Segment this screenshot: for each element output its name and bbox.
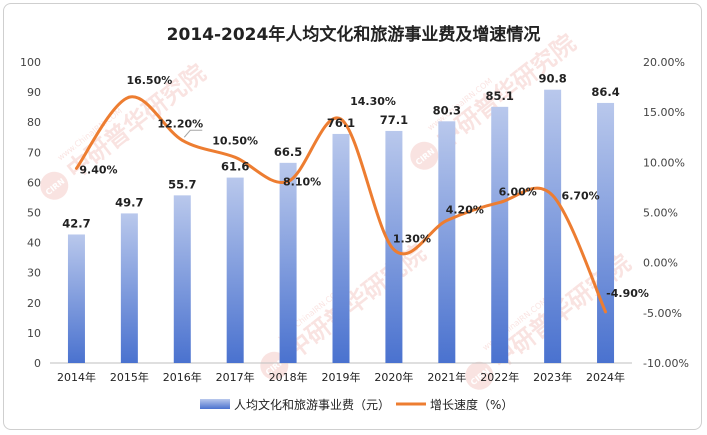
y-left-tick-label: 60: [27, 176, 41, 189]
bar: [385, 130, 403, 363]
y-left-tick-label: 0: [34, 357, 41, 370]
bar: [491, 106, 509, 363]
bar-value-label: 55.7: [168, 177, 196, 191]
growth-value-label: 1.30%: [393, 233, 431, 246]
bar: [438, 121, 456, 363]
y-left-tick-label: 90: [27, 86, 41, 99]
watermark-text: 中研普华研究院: [281, 239, 431, 364]
y-right-tick-label: 15.00%: [643, 106, 685, 119]
y-left-tick-label: 20: [27, 297, 41, 310]
y-right-tick-label: 20.00%: [643, 56, 685, 69]
watermark-logo-icon: [40, 171, 69, 200]
growth-value-label: 8.10%: [283, 175, 321, 188]
x-tick-label: 2016年: [163, 370, 202, 384]
growth-line: [74, 95, 608, 314]
bar: [120, 213, 138, 363]
y-right-tick-label: -10.00%: [643, 357, 689, 370]
x-tick-label: 2015年: [110, 370, 149, 384]
y-left-tick-label: 40: [27, 237, 41, 250]
bar-value-label: 90.8: [538, 72, 566, 86]
watermark-logo-icon: [410, 141, 439, 170]
bar: [67, 234, 85, 363]
chart-title: 2014-2024年人均文化和旅游事业费及增速情况: [167, 24, 541, 45]
bar: [226, 177, 244, 363]
x-tick-label: 2019年: [322, 370, 361, 384]
y-left-tick-label: 50: [27, 207, 41, 220]
bar-value-label: 76.1: [327, 116, 355, 130]
bar-value-label: 80.3: [433, 103, 461, 117]
x-tick-label: 2023年: [533, 370, 572, 384]
bar-value-label: 77.1: [380, 113, 408, 127]
y-right-tick-label: 10.00%: [643, 156, 685, 169]
bar: [279, 162, 297, 363]
growth-value-label: -4.90%: [606, 287, 649, 300]
chart-frame: [3, 3, 702, 430]
y-left-tick-label: 70: [27, 146, 41, 159]
legend-bar-label: 人均文化和旅游事业费（元）: [234, 397, 390, 412]
y-left-tick-label: 30: [27, 267, 41, 280]
bar: [544, 89, 562, 363]
growth-value-label: 6.00%: [499, 185, 537, 198]
bar: [173, 195, 191, 363]
x-tick-label: 2024年: [586, 370, 625, 384]
legend-bar-swatch: [200, 399, 230, 409]
bar-value-label: 61.6: [221, 160, 249, 174]
x-tick-label: 2021年: [427, 370, 466, 384]
x-tick-label: 2022年: [480, 370, 519, 384]
x-tick-label: 2014年: [57, 370, 96, 384]
bar: [332, 133, 350, 363]
legend-line-label: 增长速度（%）: [430, 397, 513, 412]
y-right-tick-label: -5.00%: [643, 307, 682, 320]
y-left-tick-label: 80: [27, 116, 41, 129]
y-left-tick-label: 100: [20, 56, 41, 69]
x-tick-label: 2018年: [269, 370, 308, 384]
growth-value-label: 6.70%: [562, 189, 600, 202]
growth-value-label: 12.20%: [157, 117, 203, 130]
growth-value-label: 14.30%: [350, 95, 396, 108]
bar-value-label: 85.1: [486, 89, 514, 103]
bar: [597, 102, 615, 363]
growth-value-label: 9.40%: [79, 163, 117, 176]
x-tick-label: 2020年: [374, 370, 413, 384]
growth-value-label: 10.50%: [212, 134, 258, 147]
growth-value-label: 16.50%: [126, 74, 172, 87]
y-left-tick-label: 10: [27, 327, 41, 340]
y-right-tick-label: 0.00%: [643, 257, 678, 270]
growth-value-label: 4.20%: [446, 204, 484, 217]
bar-value-label: 86.4: [591, 85, 619, 99]
bar-value-label: 49.7: [115, 195, 143, 209]
bar-value-label: 66.5: [274, 145, 302, 159]
watermark-logo-icon: [465, 361, 494, 390]
bar-value-label: 42.7: [62, 216, 90, 230]
label-leader-line: [183, 129, 203, 138]
x-tick-label: 2017年: [216, 370, 255, 384]
y-right-tick-label: 5.00%: [643, 207, 678, 220]
